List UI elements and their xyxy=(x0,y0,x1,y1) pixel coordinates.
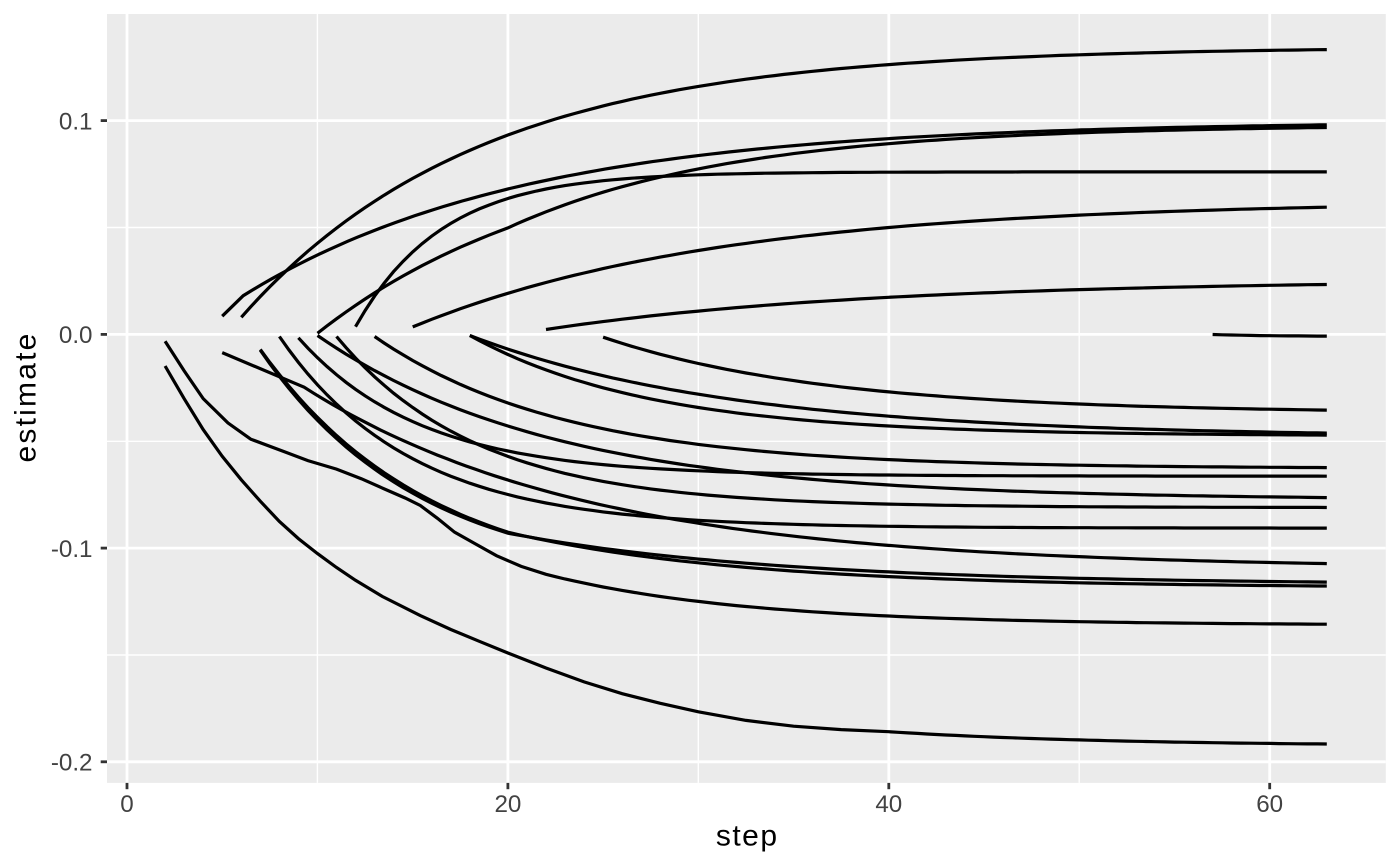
svg-text:0: 0 xyxy=(120,791,133,818)
svg-text:step: step xyxy=(716,820,779,853)
svg-text:-0.1: -0.1 xyxy=(51,536,93,563)
svg-text:0.0: 0.0 xyxy=(59,322,93,349)
svg-text:20: 20 xyxy=(494,791,521,818)
svg-text:-0.2: -0.2 xyxy=(51,750,93,777)
svg-text:40: 40 xyxy=(875,791,902,818)
svg-text:estimate: estimate xyxy=(10,332,43,463)
svg-text:0.1: 0.1 xyxy=(59,108,93,135)
svg-text:60: 60 xyxy=(1256,791,1283,818)
